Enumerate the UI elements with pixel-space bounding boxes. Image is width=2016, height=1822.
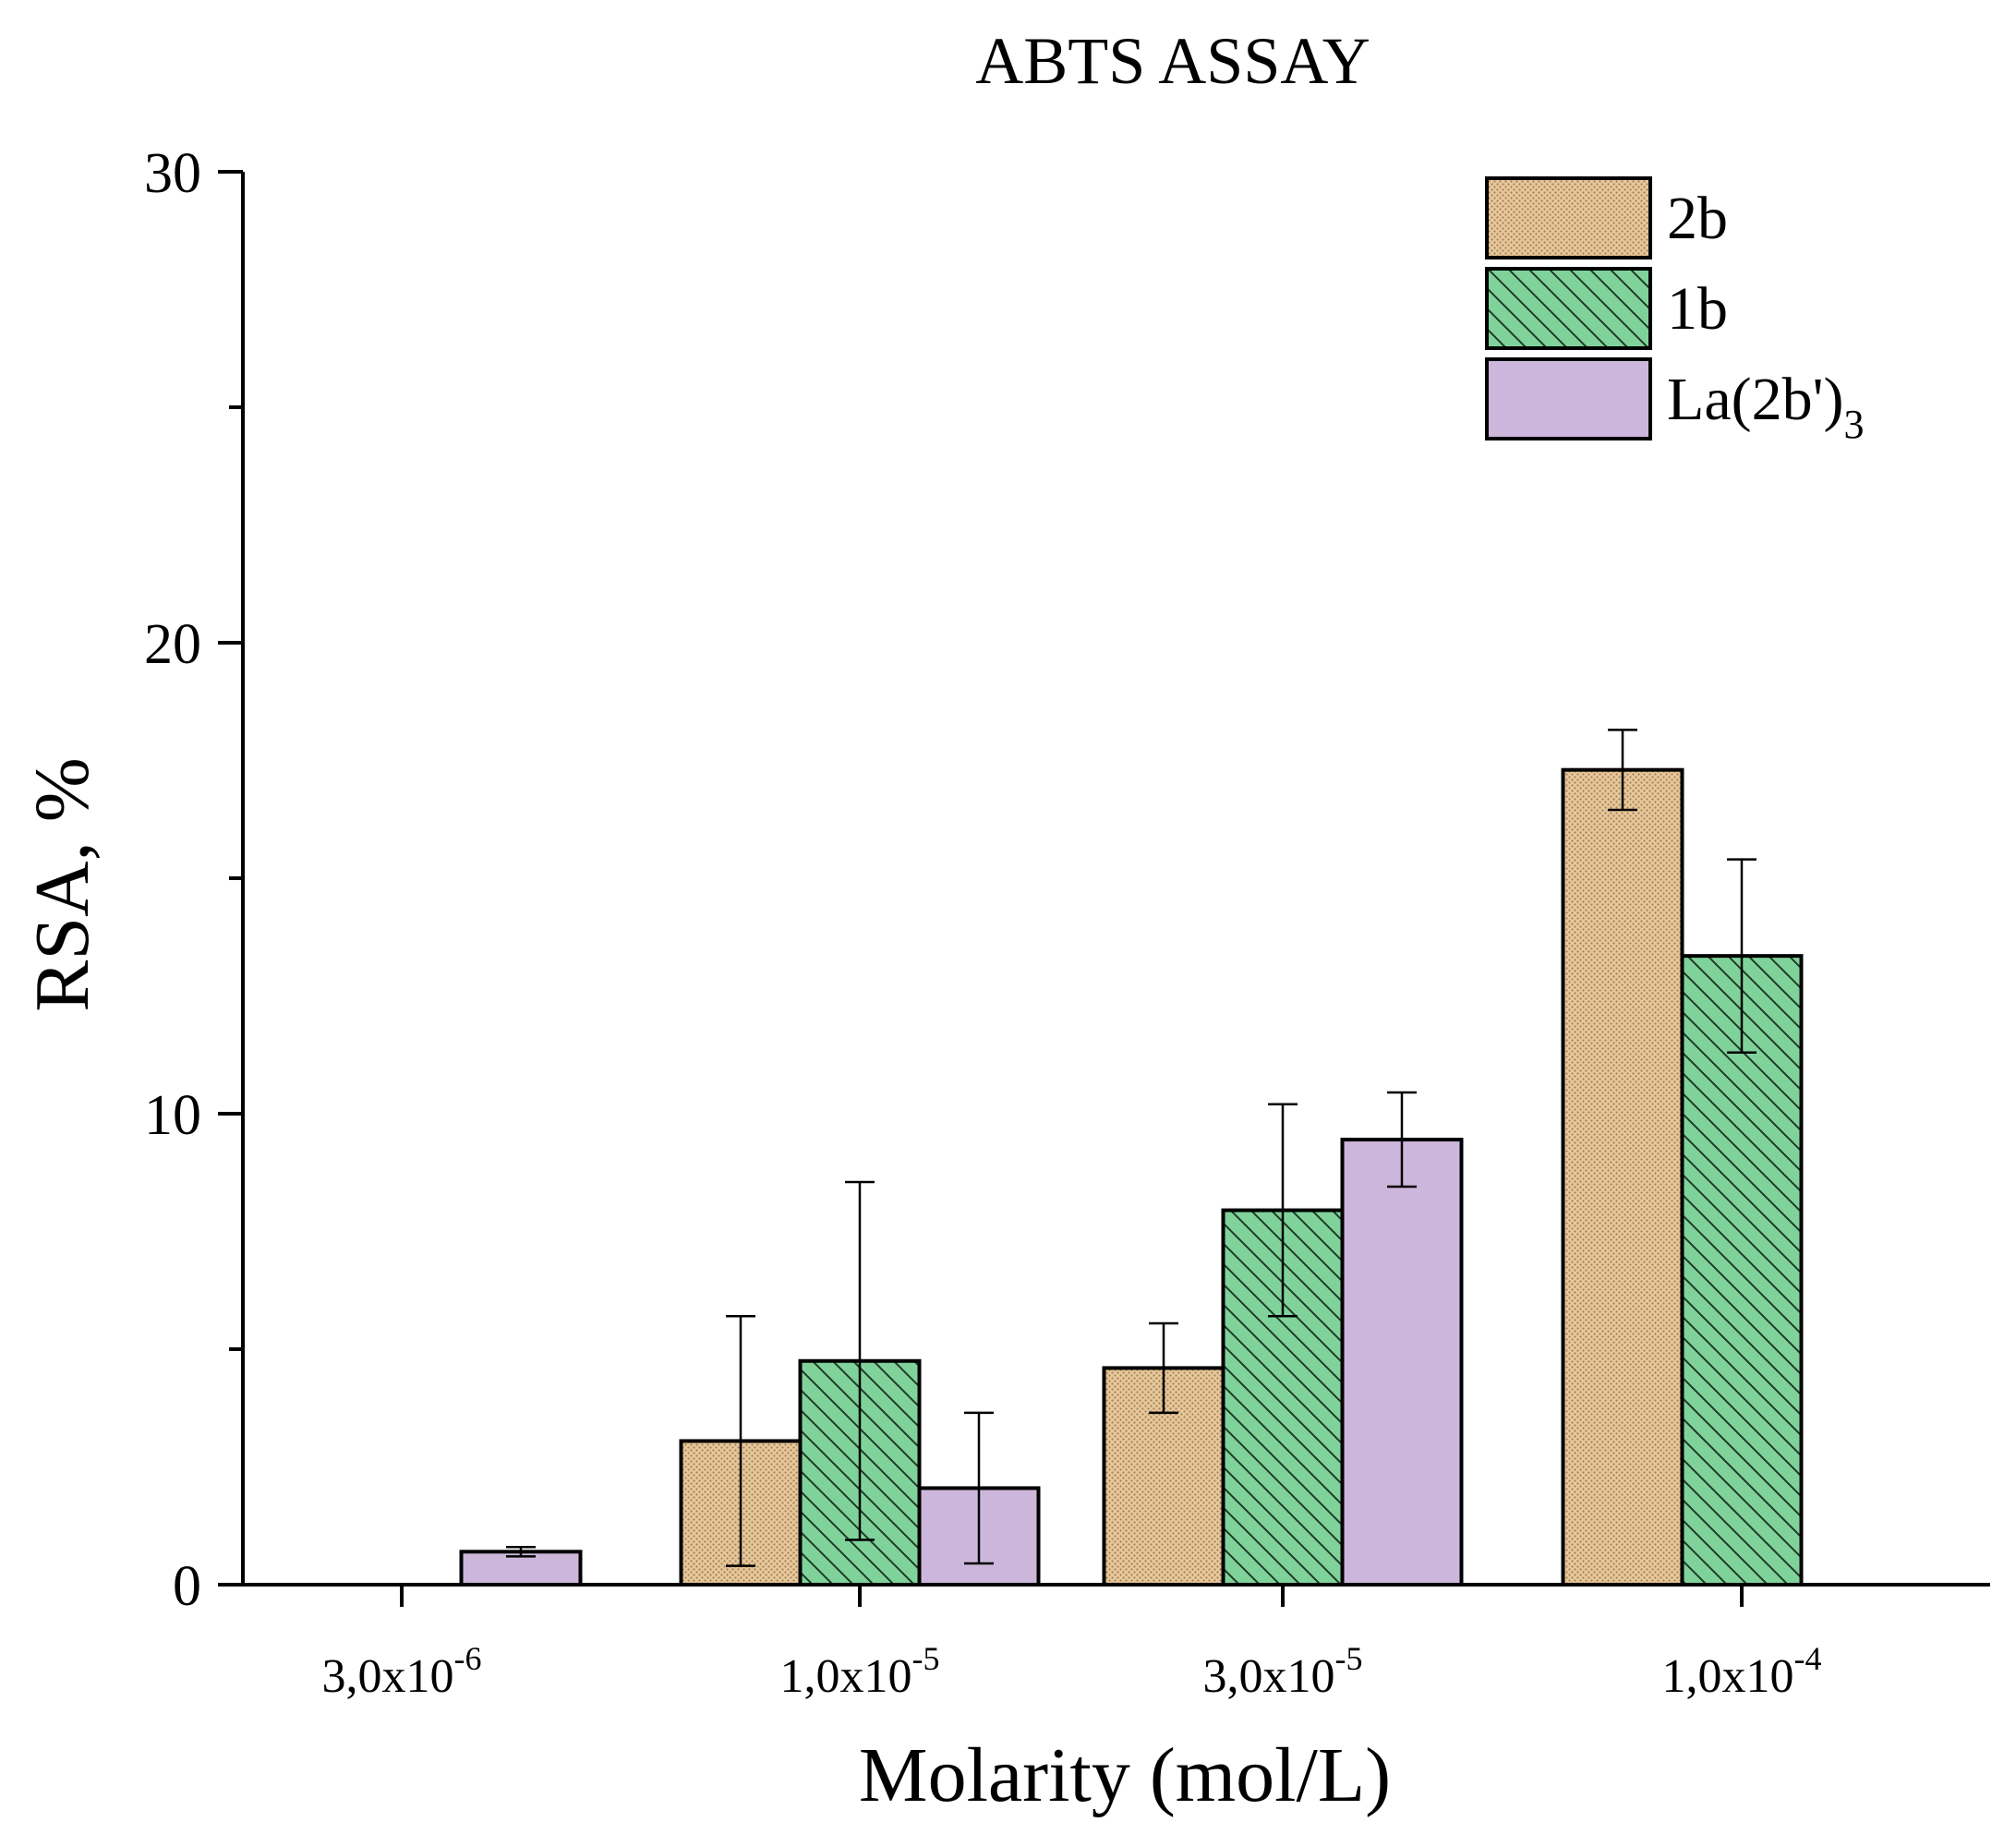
error-bar xyxy=(964,1411,994,1565)
error-bar xyxy=(506,1545,536,1558)
legend-swatch xyxy=(1485,176,1652,259)
error-bar xyxy=(726,1315,755,1567)
error-bar xyxy=(1727,858,1756,1054)
legend-label: 1b xyxy=(1667,275,1728,343)
x-ticks: 3,0x10-6 1,0x10-5 3,0x10-5 1,0x10-4 xyxy=(322,1585,1822,1703)
error-bar xyxy=(845,1180,875,1541)
bar-la2b xyxy=(1340,1138,1464,1587)
legend-label: 2b xyxy=(1667,185,1728,252)
legend-swatch xyxy=(1485,267,1652,350)
x-axis-label: Molarity (mol/L) xyxy=(859,1732,1391,1818)
error-bar xyxy=(1608,729,1637,812)
error-bar xyxy=(1268,1103,1298,1318)
y-tick-label: 20 xyxy=(144,613,201,676)
y-ticks: 0 10 20 30 xyxy=(144,142,243,1618)
x-tick-label: 3,0x10-6 xyxy=(322,1640,482,1703)
legend: 2b 1b La(2b')3 xyxy=(1485,176,1864,447)
x-tick-label: 3,0x10-5 xyxy=(1203,1640,1363,1703)
legend-swatch xyxy=(1485,357,1652,440)
y-tick-label: 0 xyxy=(173,1555,201,1618)
error-bar xyxy=(1149,1321,1178,1415)
bars-group xyxy=(459,767,1804,1587)
y-tick-label: 30 xyxy=(144,142,201,205)
x-tick-label: 1,0x10-5 xyxy=(780,1640,940,1703)
chart-title: ABTS ASSAY xyxy=(975,24,1370,98)
bar-2b xyxy=(1561,767,1684,1587)
x-tick-label: 1,0x10-4 xyxy=(1662,1640,1822,1703)
y-tick-label: 10 xyxy=(144,1084,201,1147)
error-bars-group xyxy=(506,729,1756,1567)
error-bar xyxy=(1387,1091,1417,1189)
legend-label: La(2b')3 xyxy=(1667,366,1864,447)
y-axis-label: RSA, % xyxy=(19,757,105,1011)
